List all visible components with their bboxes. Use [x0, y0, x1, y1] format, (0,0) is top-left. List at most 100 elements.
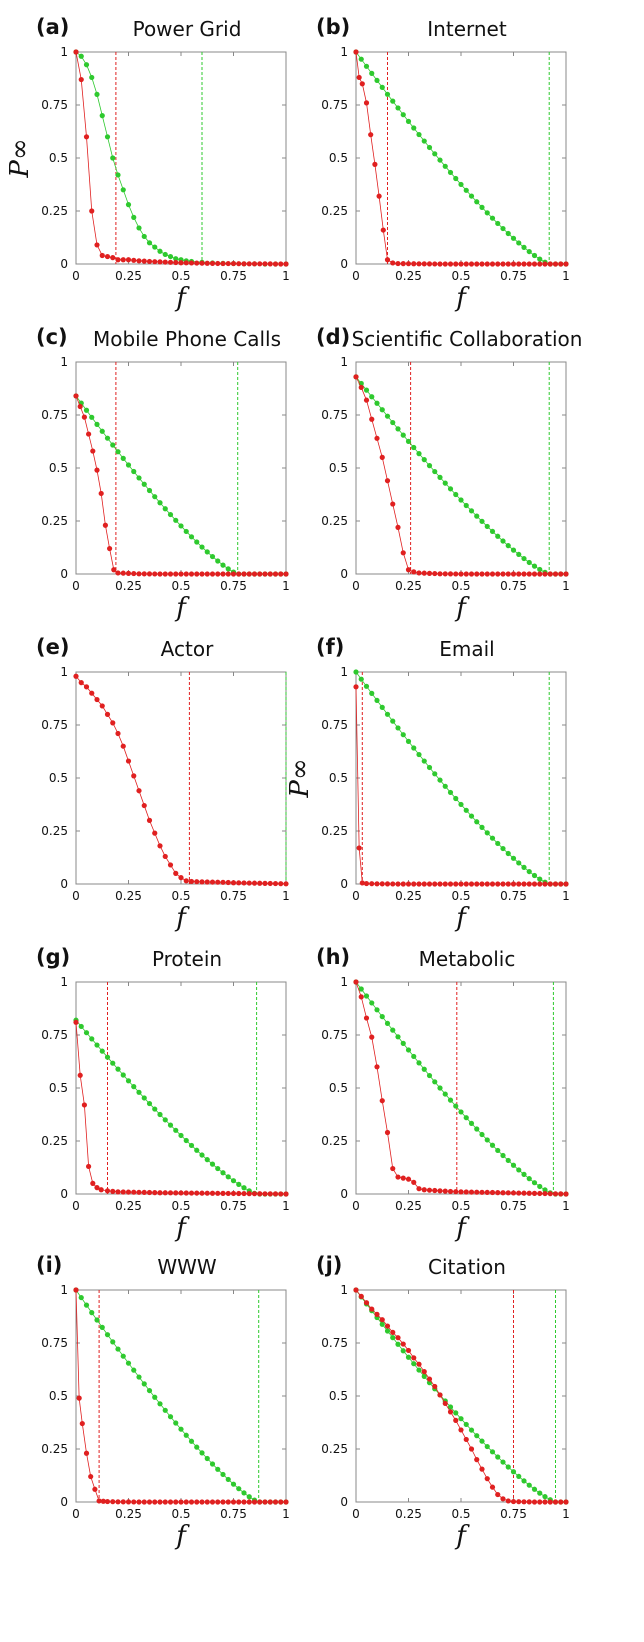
red-data-point [531, 571, 538, 577]
red-data-point [86, 431, 92, 437]
y-tick-label: 1 [60, 355, 68, 369]
x-tick-label: 0.25 [115, 269, 142, 283]
green-data-point [463, 502, 469, 509]
red-data-point [463, 881, 469, 887]
red-data-point [152, 830, 158, 836]
green-data-point [505, 543, 511, 549]
red-data-point [152, 1499, 158, 1505]
panel-title: WWW [157, 1255, 217, 1279]
green-data-point [146, 240, 153, 246]
red-data-point [400, 1341, 406, 1347]
x-tick-label: 0 [352, 269, 360, 283]
green-data-point [458, 801, 464, 808]
green-data-point [421, 457, 427, 463]
green-data-point [426, 1072, 433, 1079]
x-tick-label: 0.25 [395, 579, 422, 593]
y-tick-label: 0.25 [321, 204, 348, 218]
red-data-point [131, 1499, 137, 1505]
red-data-point [542, 881, 548, 887]
green-data-point [183, 528, 189, 535]
red-data-point [88, 1473, 94, 1480]
green-data-point [468, 813, 475, 819]
green-data-point [353, 669, 359, 675]
red-data-point [110, 720, 116, 726]
red-data-point [358, 994, 364, 1000]
red-data-point [442, 1188, 448, 1194]
red-data-point [146, 1189, 153, 1196]
green-data-point [489, 1449, 496, 1455]
red-data-point [73, 393, 79, 399]
green-data-point [152, 1394, 158, 1400]
red-data-point [379, 1098, 385, 1104]
red-data-point [453, 881, 459, 887]
green-data-point [157, 500, 163, 506]
green-data-point [162, 251, 168, 258]
green-data-point [531, 1180, 538, 1186]
y-tick-label: 0.75 [321, 408, 348, 422]
red-data-point [251, 1191, 258, 1197]
x-tick-label: 0 [72, 1199, 80, 1213]
green-data-point [510, 235, 517, 241]
x-axis-label: f [454, 1521, 470, 1551]
panel-title: Actor [161, 637, 214, 661]
red-data-point [141, 258, 147, 264]
y-tick-label: 0 [340, 1187, 348, 1201]
red-data-point [437, 261, 443, 267]
green-data-point [505, 1157, 511, 1164]
x-tick-label: 1 [562, 1507, 570, 1521]
x-tick-label: 1 [282, 1199, 290, 1213]
red-data-point [194, 1499, 200, 1505]
green-series-line [75, 1289, 286, 1503]
y-tick-label: 0 [340, 1495, 348, 1509]
red-data-point [542, 1499, 548, 1505]
green-data-point [526, 868, 532, 875]
green-data-point [426, 463, 433, 469]
red-data-point [547, 261, 553, 267]
x-tick-label: 0 [72, 579, 80, 593]
green-data-point [94, 1042, 100, 1048]
red-data-point [251, 261, 258, 267]
red-data-point [257, 571, 263, 577]
red-data-point [236, 880, 242, 886]
red-data-point [162, 259, 168, 265]
red-data-point [125, 1189, 132, 1195]
y-tick-label: 0 [340, 877, 348, 891]
x-tick-label: 0 [72, 1507, 80, 1521]
green-data-point [510, 1162, 517, 1168]
green-data-point [400, 1348, 406, 1354]
red-data-point [421, 1369, 427, 1375]
red-data-point [183, 1190, 189, 1196]
red-data-point [146, 571, 153, 577]
red-data-point [353, 684, 359, 690]
green-data-point [390, 98, 396, 104]
panel-title: Power Grid [133, 17, 242, 41]
panel-title: Email [439, 637, 495, 661]
red-data-point [521, 261, 527, 267]
red-data-point [98, 490, 104, 497]
y-tick-label: 0 [60, 567, 68, 581]
red-data-point [146, 817, 153, 824]
green-data-point [125, 1078, 132, 1084]
red-data-point [447, 881, 454, 887]
red-data-point [115, 1189, 121, 1195]
red-data-point [136, 1189, 142, 1195]
red-data-point [531, 1190, 538, 1196]
x-tick-label: 0.75 [220, 269, 247, 283]
x-tick-label: 0.25 [115, 889, 142, 903]
red-data-point [563, 571, 569, 577]
red-data-point [251, 571, 258, 577]
red-data-point [262, 880, 268, 886]
red-data-point [73, 49, 79, 55]
red-data-point [209, 571, 216, 577]
red-data-point [146, 258, 153, 265]
red-data-point [215, 260, 221, 267]
green-data-point [505, 850, 511, 857]
red-data-point [526, 261, 532, 267]
red-data-point [120, 257, 126, 263]
red-data-point [395, 881, 401, 887]
green-data-point [484, 210, 490, 216]
green-data-point [395, 1034, 401, 1040]
green-data-point [152, 1106, 158, 1112]
y-tick-label: 1 [340, 355, 348, 369]
green-data-point [83, 407, 90, 413]
